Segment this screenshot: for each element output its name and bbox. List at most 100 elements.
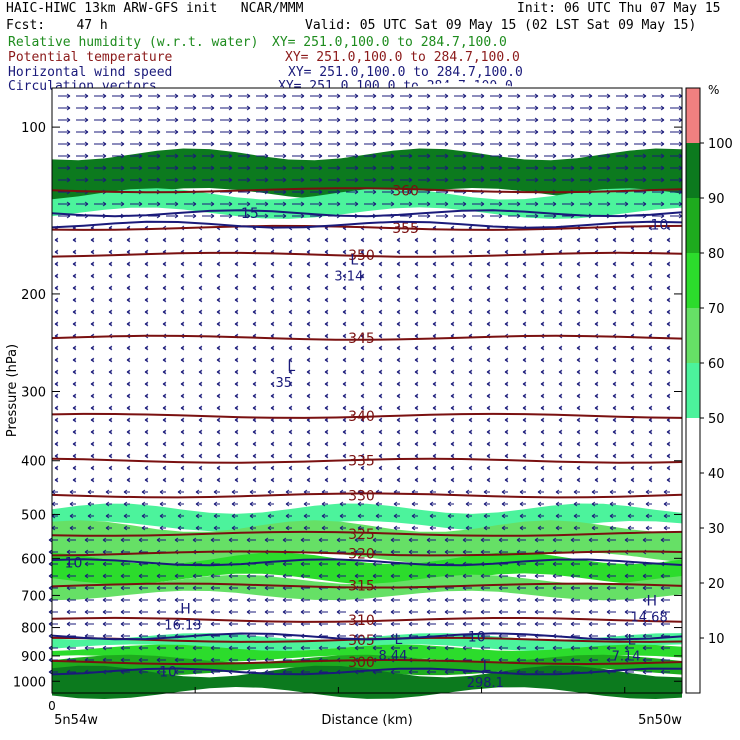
wind-vector (162, 309, 167, 315)
wind-vector (192, 585, 202, 591)
wind-vector (108, 381, 113, 387)
wind-vector (72, 417, 77, 423)
wind-vector (292, 165, 305, 171)
wind-vector (292, 201, 305, 207)
wind-vector (612, 441, 617, 447)
wind-vector (544, 177, 557, 183)
wind-vector (288, 441, 293, 447)
wind-vector (444, 609, 454, 615)
wind-vector (396, 249, 401, 255)
colorbar-tick-label: 40 (708, 467, 725, 482)
wind-vector (213, 501, 220, 507)
wind-vector (256, 165, 269, 171)
wind-vector (408, 549, 418, 555)
wind-vector (414, 273, 419, 279)
wind-vector (576, 261, 581, 267)
wind-vector (288, 465, 293, 471)
wind-vector (234, 357, 239, 363)
wind-vector (414, 333, 419, 339)
wind-vector (598, 177, 611, 183)
wind-vector (198, 261, 203, 267)
wind-vector (342, 273, 347, 279)
wind-vector (648, 453, 653, 459)
wind-vector (450, 381, 455, 387)
field-xy-theta: XY= 251.0,100.0 to 284.7,100.0 (285, 50, 520, 65)
wind-vector (306, 273, 311, 279)
wind-vector (666, 453, 671, 459)
wind-vector (76, 201, 89, 207)
wind-vector (570, 585, 580, 591)
wind-vector (411, 525, 418, 531)
wind-vector (396, 321, 401, 327)
wind-vector (336, 573, 346, 579)
colorbar-unit: % (708, 83, 719, 97)
wind-vector (270, 237, 275, 243)
wind-vector (450, 393, 455, 399)
wind-vector (490, 153, 503, 159)
wind-vector (360, 237, 365, 243)
colorbar-tick-label: 90 (708, 192, 725, 207)
wind-vector (303, 501, 310, 507)
wind-vector (238, 117, 251, 123)
wind-vector (414, 261, 419, 267)
wind-vector (130, 129, 143, 135)
wind-vector (396, 237, 401, 243)
wind-vector (378, 441, 383, 447)
wind-vector (84, 645, 94, 651)
wind-vector (177, 525, 184, 531)
wind-vector (666, 345, 671, 351)
wind-vector (378, 453, 383, 459)
wind-vector (270, 309, 275, 315)
wind-vector (594, 393, 599, 399)
wind-vector (486, 369, 491, 375)
wind-vector (198, 381, 203, 387)
wind-vector (396, 477, 401, 483)
wind-vector (310, 189, 323, 195)
wind-vector (90, 441, 95, 447)
wind-vector (180, 309, 185, 315)
wind-vector (432, 357, 437, 363)
wind-vector (570, 621, 580, 627)
wind-vector (310, 117, 323, 123)
wind-vector (627, 489, 634, 495)
wind-vector (177, 513, 184, 519)
wind-vector (306, 393, 311, 399)
wind-vector (396, 357, 401, 363)
wind-vector (642, 669, 652, 675)
wind-vector (210, 597, 220, 603)
wind-vector (580, 153, 593, 159)
wind-vector (87, 489, 94, 495)
wind-vector (249, 489, 256, 495)
wind-vector (264, 537, 274, 543)
wind-vector (408, 669, 418, 675)
wind-vector (292, 177, 305, 183)
wind-contour-label: 15 (241, 206, 259, 222)
wind-vector (444, 645, 454, 651)
wind-vector (540, 369, 545, 375)
wind-vector (580, 165, 593, 171)
wind-vector (552, 657, 562, 663)
wind-vector (616, 105, 629, 111)
wind-vector (465, 513, 472, 519)
wind-vector (90, 249, 95, 255)
wind-vector (256, 117, 269, 123)
forecast-hour: Fcst: 47 h (6, 18, 108, 33)
wind-vector (195, 501, 202, 507)
wind-vector (612, 429, 617, 435)
wind-vector (198, 417, 203, 423)
wind-vector (306, 477, 311, 483)
wind-vector (624, 657, 634, 663)
wind-vector (414, 417, 419, 423)
wind-vector (126, 357, 131, 363)
wind-vector (562, 117, 575, 123)
wind-vector (634, 105, 647, 111)
wind-vector (102, 561, 112, 567)
wind-vector (162, 285, 167, 291)
wind-vector (378, 321, 383, 327)
wind-vector (396, 297, 401, 303)
wind-vector (220, 201, 233, 207)
wind-vector (396, 285, 401, 291)
wind-vector (526, 165, 539, 171)
wind-vector (180, 429, 185, 435)
wind-vector (130, 153, 143, 159)
